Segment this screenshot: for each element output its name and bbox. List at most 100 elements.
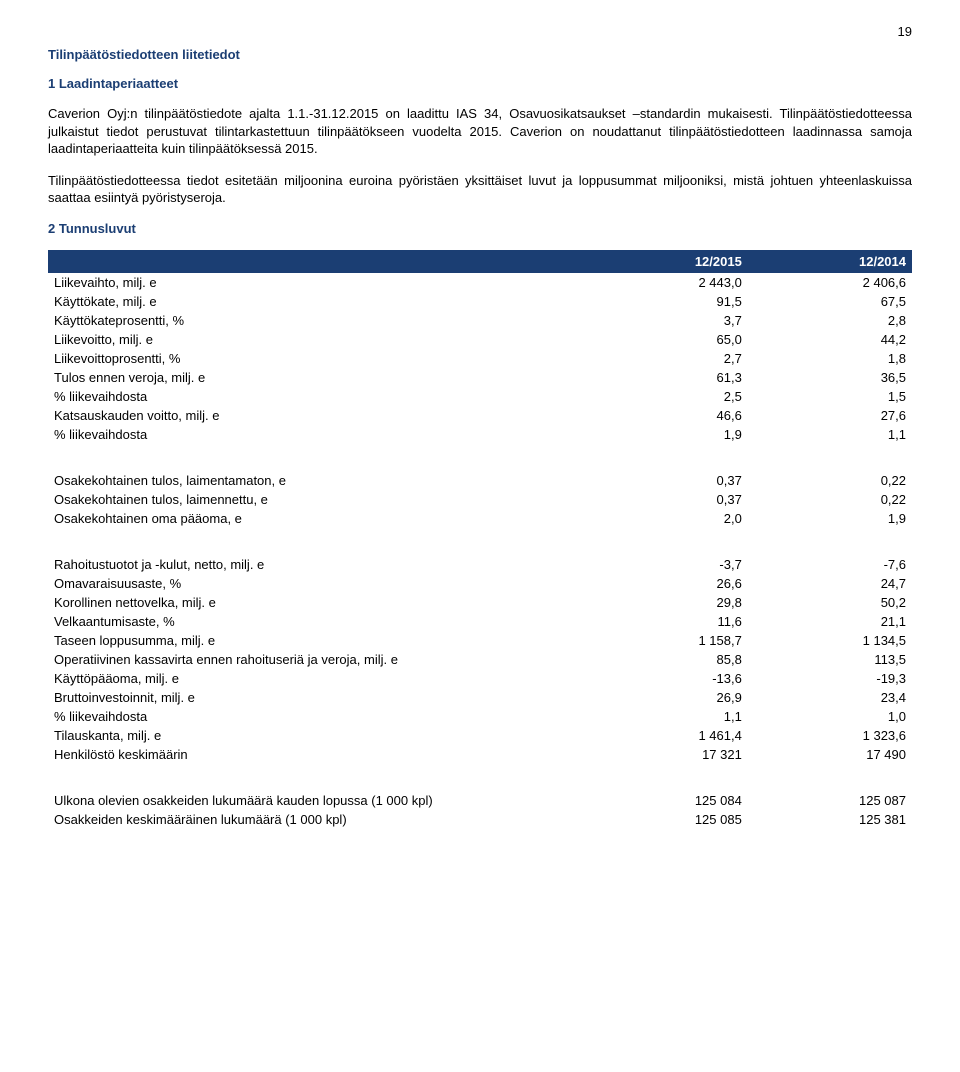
page-number: 19 [48,24,912,39]
row-label: Henkilöstö keskimäärin [48,745,584,764]
row-label: Tulos ennen veroja, milj. e [48,368,584,387]
row-label: Korollinen nettovelka, milj. e [48,593,584,612]
row-label: Liikevaihto, milj. e [48,273,584,292]
row-value-2015: 1 158,7 [584,631,748,650]
row-value-2014: 1,9 [748,509,912,528]
row-label: Käyttökateprosentti, % [48,311,584,330]
table-row: Liikevaihto, milj. e2 443,02 406,6 [48,273,912,292]
table-row: Omavaraisuusaste, %26,624,7 [48,574,912,593]
table-separator [48,444,912,471]
section-title-attachments: Tilinpäätöstiedotteen liitetiedot [48,47,912,62]
row-value-2014: 17 490 [748,745,912,764]
section-title-principles: 1 Laadintaperiaatteet [48,76,912,91]
row-value-2014: 44,2 [748,330,912,349]
row-value-2014: 125 087 [748,791,912,810]
row-label: Osakekohtainen tulos, laimentamaton, e [48,471,584,490]
row-value-2015: 91,5 [584,292,748,311]
row-label: Ulkona olevien osakkeiden lukumäärä kaud… [48,791,584,810]
table-row: Taseen loppusumma, milj. e1 158,71 134,5 [48,631,912,650]
table-row: Liikevoittoprosentti, %2,71,8 [48,349,912,368]
row-value-2014: 1,0 [748,707,912,726]
row-label: Taseen loppusumma, milj. e [48,631,584,650]
table-row: % liikevaihdosta1,91,1 [48,425,912,444]
row-value-2015: 11,6 [584,612,748,631]
row-value-2014: 0,22 [748,490,912,509]
table-row: % liikevaihdosta1,11,0 [48,707,912,726]
row-label: Velkaantumisaste, % [48,612,584,631]
row-value-2014: 1 134,5 [748,631,912,650]
row-value-2015: 125 084 [584,791,748,810]
row-label: Osakkeiden keskimääräinen lukumäärä (1 0… [48,810,584,829]
row-label: Rahoitustuotot ja -kulut, netto, milj. e [48,555,584,574]
row-label: Operatiivinen kassavirta ennen rahoituse… [48,650,584,669]
row-value-2015: 2,7 [584,349,748,368]
row-value-2015: 3,7 [584,311,748,330]
row-value-2015: -13,6 [584,669,748,688]
table-row [48,528,912,555]
row-value-2015: 1 461,4 [584,726,748,745]
row-value-2014: 1,5 [748,387,912,406]
table-header-row: 12/201512/2014 [48,250,912,273]
table-row [48,444,912,471]
row-value-2014: 21,1 [748,612,912,631]
table-separator [48,528,912,555]
table-row: Osakekohtainen tulos, laimennettu, e0,37… [48,490,912,509]
row-value-2015: 65,0 [584,330,748,349]
table-header-cell: 12/2014 [748,250,912,273]
table-row: Osakkeiden keskimääräinen lukumäärä (1 0… [48,810,912,829]
row-value-2014: 1 323,6 [748,726,912,745]
table-row [48,764,912,791]
row-value-2014: 67,5 [748,292,912,311]
table-row: % liikevaihdosta2,51,5 [48,387,912,406]
row-value-2014: 1,8 [748,349,912,368]
table-row: Käyttöpääoma, milj. e-13,6-19,3 [48,669,912,688]
table-row: Rahoitustuotot ja -kulut, netto, milj. e… [48,555,912,574]
row-value-2015: 125 085 [584,810,748,829]
table-row: Liikevoitto, milj. e65,044,2 [48,330,912,349]
row-value-2014: -7,6 [748,555,912,574]
table-row: Käyttökateprosentti, %3,72,8 [48,311,912,330]
row-label: Omavaraisuusaste, % [48,574,584,593]
row-value-2015: 26,9 [584,688,748,707]
row-value-2014: 50,2 [748,593,912,612]
row-value-2014: 125 381 [748,810,912,829]
row-label: Katsauskauden voitto, milj. e [48,406,584,425]
table-row: Henkilöstö keskimäärin17 32117 490 [48,745,912,764]
row-label: % liikevaihdosta [48,707,584,726]
row-value-2014: 1,1 [748,425,912,444]
row-value-2015: 85,8 [584,650,748,669]
row-label: Käyttökate, milj. e [48,292,584,311]
paragraph-principles-1: Caverion Oyj:n tilinpäätöstiedote ajalta… [48,105,912,158]
row-label: % liikevaihdosta [48,425,584,444]
table-row: Velkaantumisaste, %11,621,1 [48,612,912,631]
table-header-cell [48,250,584,273]
table-row: Bruttoinvestoinnit, milj. e26,923,4 [48,688,912,707]
row-value-2014: 2,8 [748,311,912,330]
row-value-2015: 1,1 [584,707,748,726]
row-value-2014: 113,5 [748,650,912,669]
row-label: Osakekohtainen tulos, laimennettu, e [48,490,584,509]
table-row: Osakekohtainen oma pääoma, e2,01,9 [48,509,912,528]
row-value-2014: 23,4 [748,688,912,707]
row-value-2015: 17 321 [584,745,748,764]
table-row: Tulos ennen veroja, milj. e61,336,5 [48,368,912,387]
row-label: Osakekohtainen oma pääoma, e [48,509,584,528]
row-value-2015: 2,0 [584,509,748,528]
row-value-2015: 46,6 [584,406,748,425]
row-label: Bruttoinvestoinnit, milj. e [48,688,584,707]
table-row: Käyttökate, milj. e91,567,5 [48,292,912,311]
paragraph-principles-2: Tilinpäätöstiedotteessa tiedot esitetään… [48,172,912,207]
row-value-2015: 26,6 [584,574,748,593]
row-value-2014: -19,3 [748,669,912,688]
row-label: Tilauskanta, milj. e [48,726,584,745]
row-label: Liikevoitto, milj. e [48,330,584,349]
table-row: Operatiivinen kassavirta ennen rahoituse… [48,650,912,669]
row-value-2014: 2 406,6 [748,273,912,292]
row-value-2014: 24,7 [748,574,912,593]
row-value-2015: -3,7 [584,555,748,574]
row-value-2014: 36,5 [748,368,912,387]
table-row: Tilauskanta, milj. e1 461,41 323,6 [48,726,912,745]
keyfigures-table: 12/201512/2014Liikevaihto, milj. e2 443,… [48,250,912,829]
row-value-2015: 61,3 [584,368,748,387]
row-value-2014: 27,6 [748,406,912,425]
